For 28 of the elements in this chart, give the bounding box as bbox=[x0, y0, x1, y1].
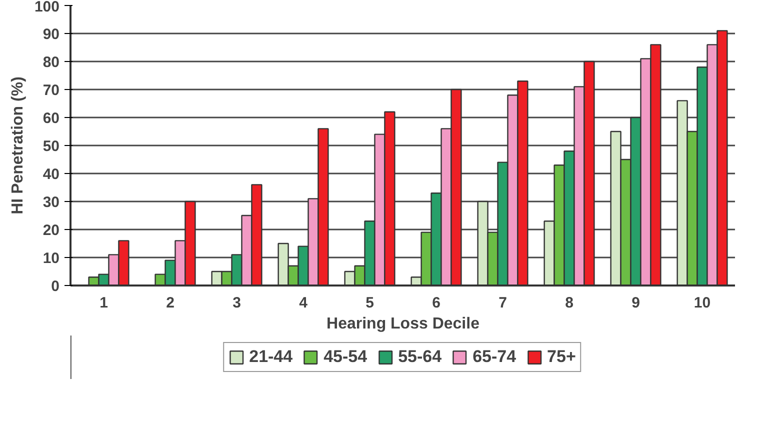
x-tick-label: 9 bbox=[632, 294, 640, 312]
legend-label: 21-44 bbox=[249, 347, 293, 367]
y-tick-label: 20 bbox=[42, 222, 60, 239]
y-tick-label: 30 bbox=[42, 194, 60, 211]
y-tick-label: 0 bbox=[51, 278, 60, 295]
y-axis-title: HI Penetration (%) bbox=[9, 76, 26, 214]
x-tick-label: 2 bbox=[166, 294, 174, 312]
x-tick-label: 1 bbox=[100, 294, 108, 312]
x-tick-label: 7 bbox=[498, 294, 507, 312]
x-axis-title: Hearing Loss Decile bbox=[326, 316, 480, 332]
legend-label: 75+ bbox=[547, 347, 576, 367]
x-tick-label: 5 bbox=[366, 294, 374, 312]
legend-label: 45-54 bbox=[324, 347, 368, 367]
legend-label: 65-74 bbox=[472, 347, 516, 367]
y-tick-label: 40 bbox=[42, 166, 60, 183]
y-tick-label: 100 bbox=[34, 0, 60, 16]
x-tick-label: 4 bbox=[299, 294, 308, 312]
legend-label: 55-64 bbox=[398, 347, 442, 367]
y-tick-label: 90 bbox=[42, 26, 60, 43]
y-tick-label: 80 bbox=[42, 54, 60, 71]
y-tick-label: 50 bbox=[42, 138, 60, 155]
y-tick-label: 70 bbox=[42, 82, 60, 99]
x-tick-label: 6 bbox=[432, 294, 440, 312]
x-tick-label: 8 bbox=[565, 294, 574, 312]
y-tick-label: 60 bbox=[42, 110, 60, 127]
y-tick-label: 10 bbox=[42, 250, 60, 267]
x-tick-label: 3 bbox=[232, 294, 241, 312]
x-tick-label: 10 bbox=[694, 294, 711, 312]
